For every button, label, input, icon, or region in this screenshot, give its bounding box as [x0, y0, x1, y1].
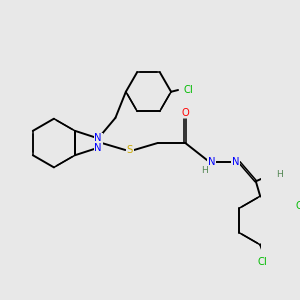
Text: Cl: Cl [184, 85, 194, 95]
Text: O: O [182, 108, 189, 118]
Text: N: N [94, 143, 102, 153]
Text: S: S [127, 145, 133, 155]
Text: H: H [201, 167, 208, 176]
Text: H: H [276, 170, 283, 179]
Text: Cl: Cl [296, 201, 300, 211]
Text: Cl: Cl [258, 257, 268, 267]
Text: N: N [94, 134, 102, 143]
Text: N: N [208, 157, 215, 167]
Text: N: N [232, 157, 240, 167]
